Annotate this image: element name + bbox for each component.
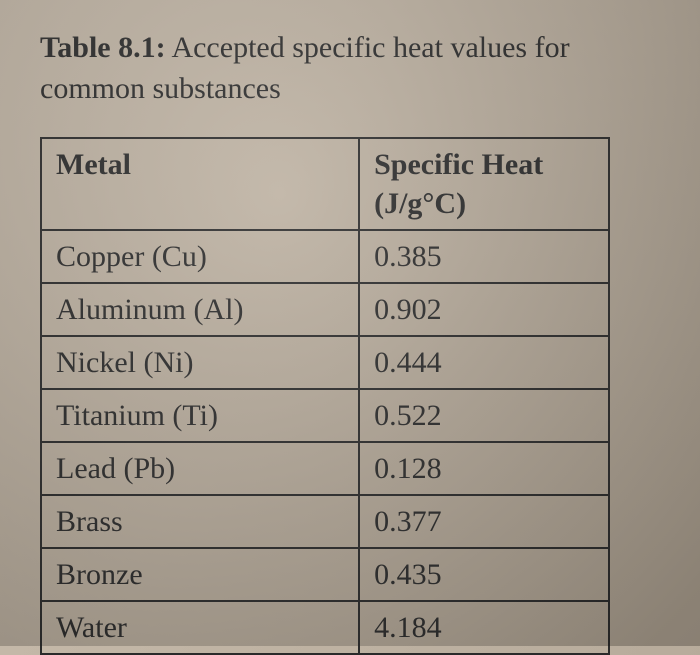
cell-value: 0.435 bbox=[359, 548, 609, 601]
table-row: Water 4.184 bbox=[41, 601, 609, 654]
specific-heat-table: Metal Specific Heat (J/g°C) Copper (Cu) … bbox=[40, 137, 610, 655]
cell-metal: Nickel (Ni) bbox=[41, 336, 359, 389]
table-caption-label: Table 8.1: bbox=[40, 31, 166, 64]
cell-metal: Titanium (Ti) bbox=[41, 389, 359, 442]
column-header-value-unit: (J/g°C) bbox=[374, 184, 594, 223]
cell-value: 0.385 bbox=[359, 230, 609, 283]
table-row: Aluminum (Al) 0.902 bbox=[41, 283, 609, 336]
table-row: Lead (Pb) 0.128 bbox=[41, 442, 609, 495]
column-header-value: Specific Heat (J/g°C) bbox=[359, 138, 609, 230]
table-row: Bronze 0.435 bbox=[41, 548, 609, 601]
cell-metal: Lead (Pb) bbox=[41, 442, 359, 495]
table-row: Titanium (Ti) 0.522 bbox=[41, 389, 609, 442]
cell-value: 0.522 bbox=[359, 389, 609, 442]
column-header-value-label: Specific Heat bbox=[374, 145, 594, 184]
table-row: Nickel (Ni) 0.444 bbox=[41, 336, 609, 389]
table-row: Brass 0.377 bbox=[41, 495, 609, 548]
table-row: Copper (Cu) 0.385 bbox=[41, 230, 609, 283]
cell-metal: Bronze bbox=[41, 548, 359, 601]
cell-value: 0.902 bbox=[359, 283, 609, 336]
cell-metal: Brass bbox=[41, 495, 359, 548]
cell-metal: Water bbox=[41, 601, 359, 654]
cell-metal: Aluminum (Al) bbox=[41, 283, 359, 336]
table-caption: Table 8.1: Accepted specific heat values… bbox=[40, 28, 660, 109]
table-header-row: Metal Specific Heat (J/g°C) bbox=[41, 138, 609, 230]
cell-metal: Copper (Cu) bbox=[41, 230, 359, 283]
cell-value: 0.377 bbox=[359, 495, 609, 548]
cell-value: 4.184 bbox=[359, 601, 609, 654]
cell-value: 0.128 bbox=[359, 442, 609, 495]
column-header-metal: Metal bbox=[41, 138, 359, 230]
cell-value: 0.444 bbox=[359, 336, 609, 389]
